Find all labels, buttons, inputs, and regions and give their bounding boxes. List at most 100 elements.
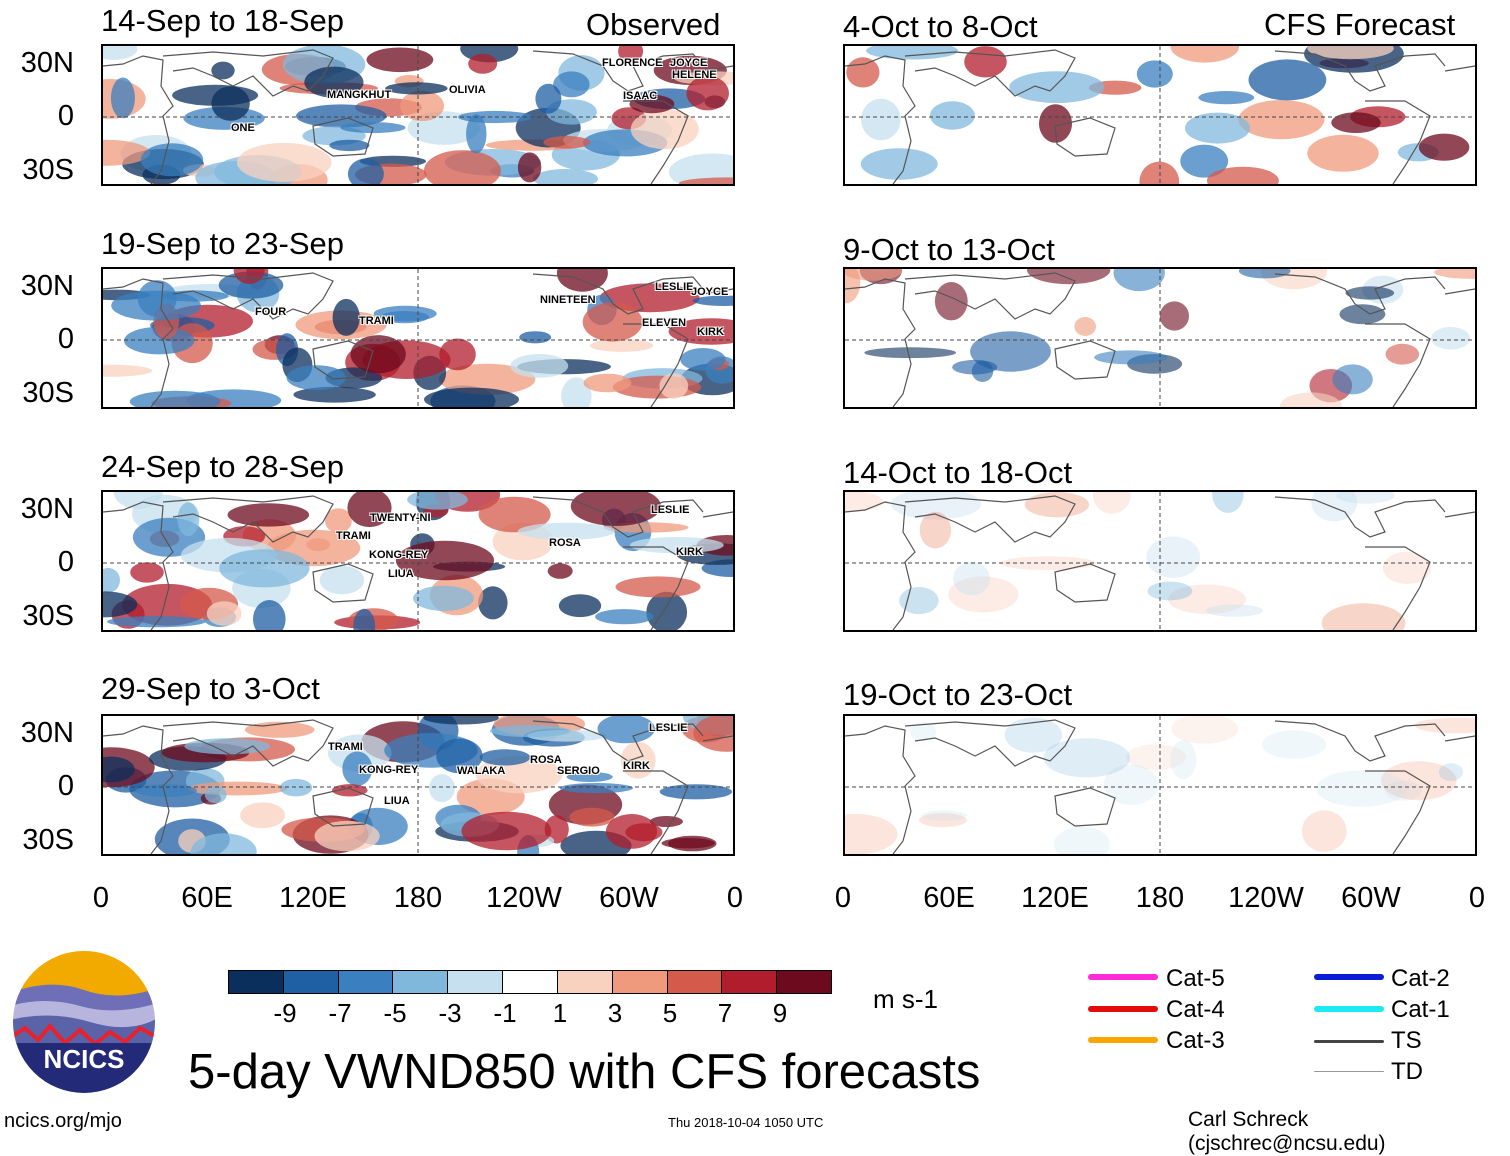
xlabel-60e: 60E — [181, 882, 233, 914]
colorbar-units: m s-1 — [873, 984, 938, 1014]
anomaly-blob — [466, 114, 487, 154]
coastline — [845, 725, 916, 854]
anomaly-blob — [1024, 492, 1090, 518]
anomaly-blob — [517, 522, 615, 540]
coastline — [1054, 563, 1116, 603]
anomaly-blob — [1212, 492, 1244, 513]
anomaly-blob — [510, 354, 569, 378]
storm-label: TRAMI — [328, 741, 363, 753]
anomaly-blob — [597, 716, 655, 744]
anomaly-blob — [424, 387, 519, 407]
storm-label: OLIVIA — [449, 84, 486, 96]
anomaly-blob — [140, 143, 204, 177]
storm-label: WALAKA — [457, 765, 506, 777]
colorbar-swatch — [722, 971, 778, 993]
coastline — [532, 496, 704, 538]
anomaly-blob — [1103, 764, 1159, 806]
colorbar-label: -1 — [493, 998, 517, 1028]
xlabel-60w: 60W — [599, 882, 659, 914]
coastline — [623, 100, 689, 184]
coastline — [312, 340, 374, 380]
anomaly-blob — [438, 363, 536, 395]
colorbar-label: -9 — [273, 998, 297, 1028]
coastline — [162, 719, 334, 767]
anomaly-blob — [620, 741, 656, 779]
coastline — [1054, 117, 1116, 157]
colorbar-label: 9 — [772, 998, 788, 1028]
anomaly-blob — [219, 549, 310, 588]
colorbar-label: -3 — [438, 998, 462, 1028]
anomaly-blob — [559, 783, 633, 794]
anomaly-map — [845, 492, 1475, 630]
storm-label: LIUA — [384, 795, 410, 807]
anomaly-blob — [618, 46, 644, 63]
anomaly-blob — [934, 282, 968, 321]
anomaly-blob — [1431, 327, 1470, 350]
xlabel-120e: 120E — [1021, 882, 1089, 914]
coastline — [103, 278, 174, 407]
anomaly-blob — [347, 492, 392, 528]
anomaly-blob — [1004, 717, 1063, 753]
anomaly-map — [103, 492, 733, 630]
coastline — [1365, 100, 1431, 184]
anomaly-blob — [400, 90, 445, 122]
anomaly-blob — [519, 331, 552, 344]
coastline — [904, 49, 1076, 97]
storm-label: SERGIO — [557, 765, 600, 777]
coastline — [845, 501, 916, 630]
anomaly-blob — [1434, 269, 1475, 279]
colorbar-swatch — [612, 971, 668, 993]
coastline — [845, 278, 916, 407]
map-panel-fc-4 — [843, 714, 1477, 856]
anomaly-blob — [1345, 286, 1395, 300]
xlabel-120w: 120W — [1228, 882, 1304, 914]
anomaly-blob — [570, 492, 661, 526]
anomaly-blob — [595, 609, 654, 625]
anomaly-blob — [866, 46, 959, 60]
panel-title-fc-4: 19-Oct to 23-Oct — [843, 677, 1073, 712]
logo-text: NCICS — [43, 1044, 125, 1074]
storm-label: LIUA — [388, 568, 414, 580]
forecast-header: CFS Forecast — [1264, 7, 1456, 42]
anomaly-blob — [385, 82, 448, 95]
anomaly-blob — [1053, 826, 1111, 854]
anomaly-blob — [240, 802, 286, 829]
anomaly-blob — [1198, 91, 1255, 105]
anomaly-blob — [233, 269, 265, 284]
anomaly-blob — [1238, 100, 1325, 140]
anomaly-blob — [461, 811, 552, 851]
storm-label: TRAMI — [359, 315, 394, 327]
footer-credit: Carl Schreck (cjschrec@ncsu.edu) — [1188, 1108, 1386, 1155]
ylabel-0: 0 — [57, 546, 74, 578]
anomaly-blob — [558, 594, 602, 618]
anomaly-blob — [1039, 104, 1072, 143]
main-title: 5-day VWND850 with CFS forecasts — [188, 1045, 981, 1099]
anomaly-blob — [1136, 60, 1173, 88]
xlabel-0-end: 0 — [726, 882, 744, 914]
anomaly-blob — [1168, 584, 1246, 615]
anomaly-blob — [909, 722, 937, 742]
map-panel-fc-2 — [843, 267, 1477, 409]
anomaly-blob — [668, 153, 733, 184]
anomaly-blob — [929, 101, 975, 130]
anomaly-blob — [920, 810, 967, 821]
anomaly-blob — [1113, 269, 1165, 292]
storm-label: FLORENCE — [602, 57, 663, 69]
anomaly-blob — [668, 318, 733, 345]
coastline — [1365, 323, 1431, 407]
anomaly-blob — [860, 148, 938, 180]
panel-title-fc-3: 14-Oct to 18-Oct — [843, 455, 1073, 490]
legend-line-td — [1314, 1071, 1384, 1072]
footer-url[interactable]: ncics.org/mjo — [4, 1110, 122, 1132]
anomaly-blob — [629, 94, 675, 114]
anomaly-blob — [864, 347, 956, 359]
anomaly-blob — [380, 311, 429, 324]
xlabel-0: 0 — [834, 882, 852, 914]
anomaly-blob — [135, 784, 197, 797]
anomaly-blob — [130, 562, 164, 583]
legend-line-ts — [1314, 1040, 1384, 1043]
anomaly-blob — [423, 150, 501, 184]
anomaly-blob — [1384, 780, 1422, 801]
anomaly-blob — [1307, 134, 1379, 172]
anomaly-blob — [1238, 269, 1291, 279]
